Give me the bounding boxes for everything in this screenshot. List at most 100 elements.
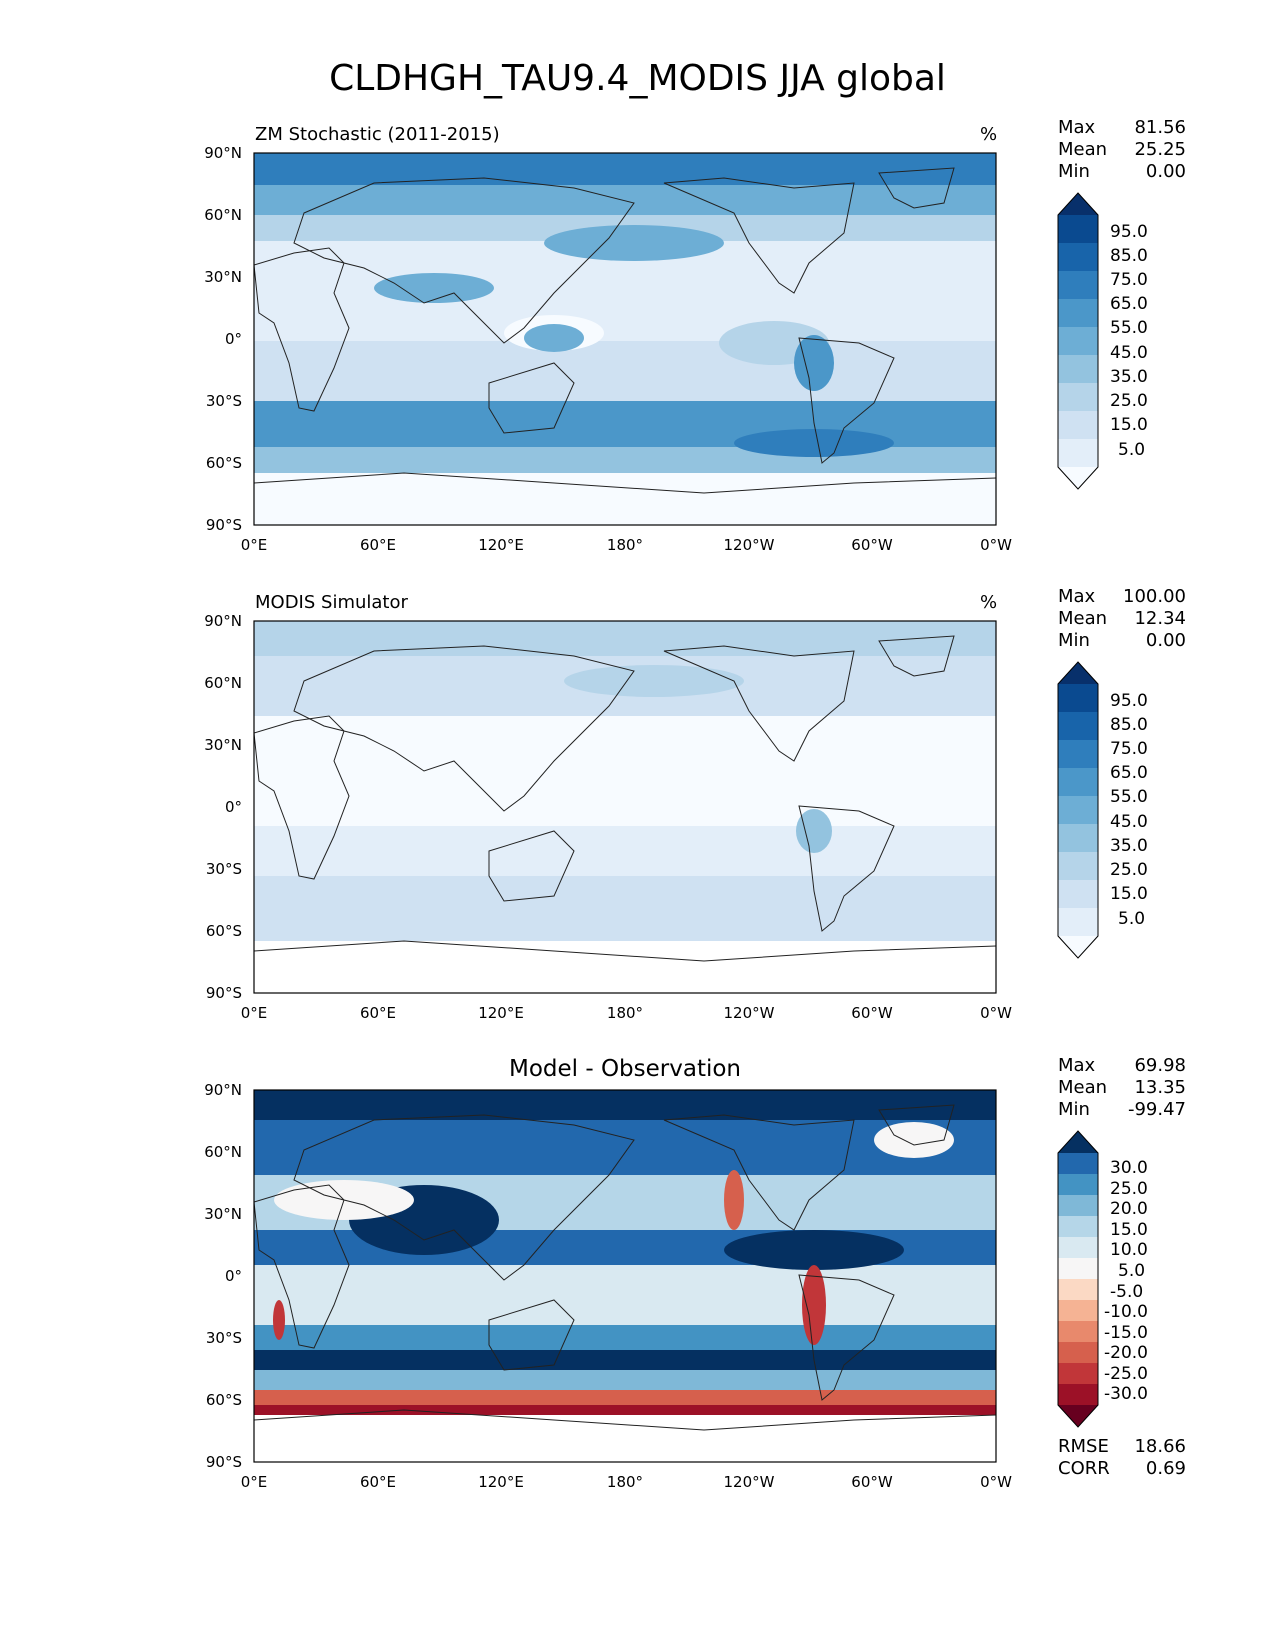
colorbar-label: -25.0 [1104,1364,1148,1384]
min-value: 0.00 [1145,630,1186,651]
corr-label: CORR [1058,1458,1110,1479]
colorbar-bin [1058,299,1098,328]
max-value: 69.98 [1134,1055,1186,1076]
mean-value: 13.35 [1134,1077,1186,1098]
colorbar-bin [1058,1363,1098,1385]
panel-2-map [253,620,997,994]
colorbar-label: 5.0 [1118,440,1146,460]
lat-label: 30°N [204,1205,242,1223]
colorbar-extend-max [1058,1131,1098,1153]
mean-value: 25.25 [1134,139,1186,160]
colorbar-bin [1058,684,1098,713]
colorbar-label: 15.0 [1110,884,1148,904]
colorbar-bin [1058,824,1098,853]
lon-label: 0°E [240,536,268,554]
colorbar-bin [1058,1342,1098,1364]
colorbar-label: 45.0 [1110,812,1148,832]
lon-label: 0°W [980,536,1012,554]
panel-3-title: Model - Observation [508,1056,742,1082]
lon-label: 60°W [851,1004,893,1022]
colorbar-bin [1058,740,1098,769]
colorbar-label: 95.0 [1110,691,1148,711]
colorbar-bin [1058,1279,1098,1301]
colorbar-bin [1058,1195,1098,1217]
max-value: 81.56 [1134,117,1186,138]
lat-label: 90°N [204,612,242,630]
lat-label: 90°S [205,516,242,534]
panel-3-metrics: RMSE 18.66 CORR 0.69 [1058,1436,1186,1480]
colorbar-bin [1058,327,1098,356]
lon-label: 0°E [240,1004,268,1022]
mean-label: Mean [1058,139,1108,160]
colorbar-bin [1058,1153,1098,1175]
min-value: -99.47 [1127,1099,1186,1120]
lon-label: 120°W [723,536,775,554]
panel-2-units: % [980,592,998,613]
panel-1-units: % [980,124,998,145]
corr-value: 0.69 [1145,1458,1186,1479]
colorbar-label: -10.0 [1104,1302,1148,1322]
colorbar-label: 35.0 [1110,836,1148,856]
panel-2-colorbar [1057,661,1099,959]
colorbar-label: 95.0 [1110,222,1148,242]
min-label: Min [1058,630,1090,651]
lon-label: 60°W [851,1473,893,1491]
colorbar-label: 65.0 [1110,763,1148,783]
min-value: 0.00 [1145,161,1186,182]
colorbar-extend-min [1058,1405,1098,1427]
colorbar-bin [1058,1216,1098,1238]
colorbar-bin [1058,355,1098,384]
lon-label: 180° [606,1473,644,1491]
panel-2-title: MODIS Simulator [255,592,408,613]
lat-label: 90°N [204,144,242,162]
colorbar-bin [1058,1384,1098,1406]
colorbar-label: 15.0 [1110,1220,1148,1240]
colorbar-label: 25.0 [1110,391,1148,411]
lat-label: 30°N [204,268,242,286]
lon-label: 60°E [359,1004,397,1022]
lat-label: 60°S [205,454,242,472]
colorbar-bin [1058,383,1098,412]
colorbar-label: 65.0 [1110,294,1148,314]
colorbar-label: -30.0 [1104,1384,1148,1404]
lat-label: 90°S [205,984,242,1002]
lon-label: 0°W [980,1473,1012,1491]
colorbar-extend-min [1058,936,1098,958]
colorbar-label: 45.0 [1110,343,1148,363]
colorbar-extend-max [1058,662,1098,684]
colorbar-label: 55.0 [1110,318,1148,338]
colorbar-bin [1058,880,1098,909]
lat-label: 90°N [204,1081,242,1099]
max-label: Max [1058,117,1096,138]
lat-label: 60°S [205,922,242,940]
colorbar-bin [1058,1237,1098,1259]
colorbar-outline [1057,661,1099,959]
colorbar-label: 20.0 [1110,1199,1148,1219]
lon-label: 180° [606,1004,644,1022]
min-label: Min [1058,161,1090,182]
lat-label: 60°N [204,206,242,224]
lon-label: 60°E [359,1473,397,1491]
colorbar-bin [1058,1258,1098,1280]
lat-label: 30°N [204,736,242,754]
colorbar-label: 75.0 [1110,739,1148,759]
colorbar-label: 25.0 [1110,1179,1148,1199]
max-value: 100.00 [1123,586,1186,607]
colorbar-label: 75.0 [1110,270,1148,290]
lon-label: 120°E [478,1473,524,1491]
figure-title: CLDHGH_TAU9.4_MODIS JJA global [329,58,946,99]
lon-label: 60°E [359,536,397,554]
lat-label: 60°S [205,1391,242,1409]
lat-label: 60°N [204,1143,242,1161]
panel-3-stats: Max 69.98 Mean 13.35 Min -99.47 [1058,1055,1186,1121]
colorbar-bin [1058,215,1098,244]
lat-label: 30°S [205,1329,242,1347]
colorbar-bin [1058,796,1098,825]
colorbar-label: -20.0 [1104,1343,1148,1363]
colorbar-extend-max [1058,193,1098,215]
colorbar-bin [1058,908,1098,937]
colorbar-bin [1058,1174,1098,1196]
lat-label: 30°S [205,392,242,410]
colorbar-bin [1058,411,1098,440]
panel-3-colorbar [1057,1130,1099,1428]
